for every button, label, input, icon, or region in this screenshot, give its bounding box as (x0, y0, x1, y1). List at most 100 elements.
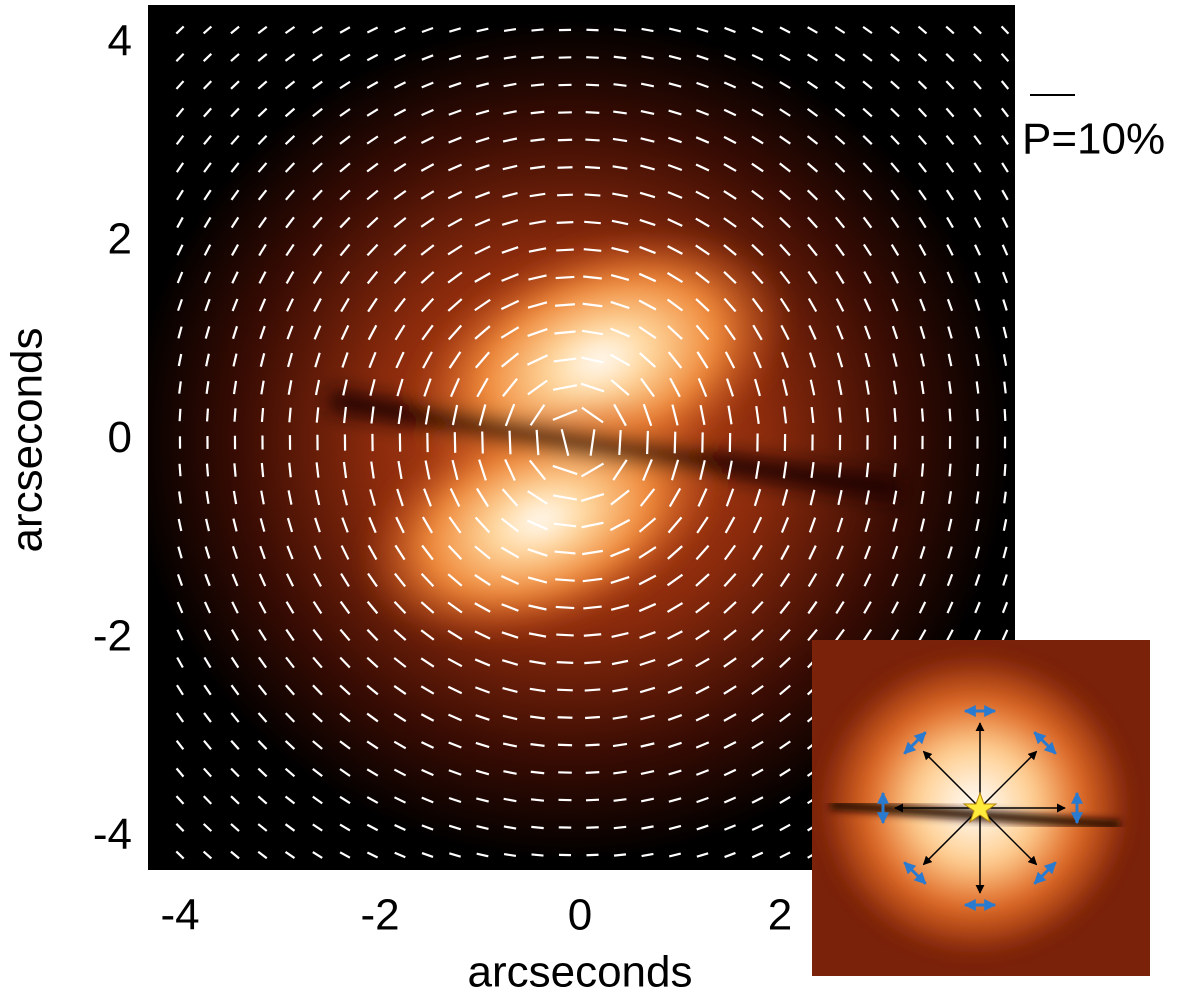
vector (945, 80, 955, 90)
vector (421, 852, 434, 858)
vector (673, 431, 677, 454)
vector (175, 795, 185, 805)
vector (502, 742, 518, 748)
vector (312, 53, 323, 62)
vector (612, 137, 628, 143)
vector (475, 109, 490, 116)
vector (807, 243, 818, 257)
vector (610, 575, 630, 585)
vector (808, 517, 817, 533)
vector (502, 378, 518, 397)
vector (202, 80, 213, 90)
vector (723, 244, 737, 256)
vector (946, 216, 954, 229)
vector (312, 243, 323, 257)
vector (475, 714, 490, 721)
vector (396, 488, 404, 507)
vector (260, 380, 265, 395)
vector (257, 25, 268, 35)
x-tick-label: 0 (568, 891, 592, 940)
vector (1000, 107, 1010, 118)
vector (535, 429, 540, 456)
vector (397, 405, 403, 425)
vector (639, 488, 656, 507)
vector (724, 351, 736, 369)
vector (613, 770, 627, 775)
vector (258, 271, 267, 284)
vector (257, 795, 268, 805)
vector (864, 517, 871, 533)
vector (502, 686, 518, 694)
vector (285, 656, 295, 669)
vector (420, 573, 435, 587)
vector (258, 601, 267, 614)
vector (639, 631, 656, 639)
vector (230, 656, 240, 669)
vector (393, 162, 407, 173)
vector (948, 463, 952, 477)
vector (668, 109, 682, 116)
vector (448, 769, 462, 776)
vector (695, 769, 710, 776)
vector (257, 684, 268, 696)
vector (638, 325, 657, 340)
vector (862, 107, 873, 118)
vector (695, 109, 710, 116)
vector (666, 602, 684, 613)
vector (259, 518, 266, 532)
vector (502, 137, 518, 143)
vector (448, 81, 462, 89)
vector (555, 275, 575, 280)
vector (581, 406, 604, 424)
vector (975, 491, 980, 504)
vector (285, 216, 295, 229)
vector (288, 407, 292, 423)
vector (667, 545, 683, 560)
vector (580, 462, 605, 478)
vector (668, 852, 682, 858)
vector (751, 26, 764, 34)
radial-arrow (979, 750, 1038, 809)
vector (420, 190, 435, 200)
vector (946, 244, 954, 256)
vector (584, 165, 601, 170)
vector (447, 190, 463, 200)
vector (864, 352, 871, 368)
vector (501, 219, 519, 226)
vector (258, 298, 267, 312)
vector (421, 26, 434, 34)
vector (176, 629, 184, 641)
vector (834, 162, 846, 173)
vector (667, 630, 683, 640)
vector (723, 544, 737, 561)
polarization-vectors (175, 25, 1010, 860)
vector (314, 489, 321, 506)
vector (640, 82, 655, 88)
vector (508, 430, 512, 455)
vector (422, 351, 433, 369)
vector (893, 463, 897, 477)
vector (178, 381, 182, 394)
vector (695, 190, 710, 200)
vector (642, 403, 653, 427)
vector (312, 656, 323, 669)
vector (890, 189, 900, 201)
vector (202, 850, 213, 860)
vector (837, 489, 843, 506)
vector (668, 27, 682, 33)
vector (230, 244, 240, 256)
vector (366, 768, 379, 777)
vector (779, 656, 791, 669)
vector (723, 271, 737, 284)
image (148, 5, 1015, 870)
vector (230, 189, 240, 201)
vector (723, 54, 737, 61)
vector (231, 545, 239, 560)
vector (947, 491, 953, 504)
vector (920, 463, 925, 477)
vector (609, 518, 631, 532)
vector (231, 573, 239, 587)
vector (474, 325, 491, 340)
vector (312, 712, 323, 723)
